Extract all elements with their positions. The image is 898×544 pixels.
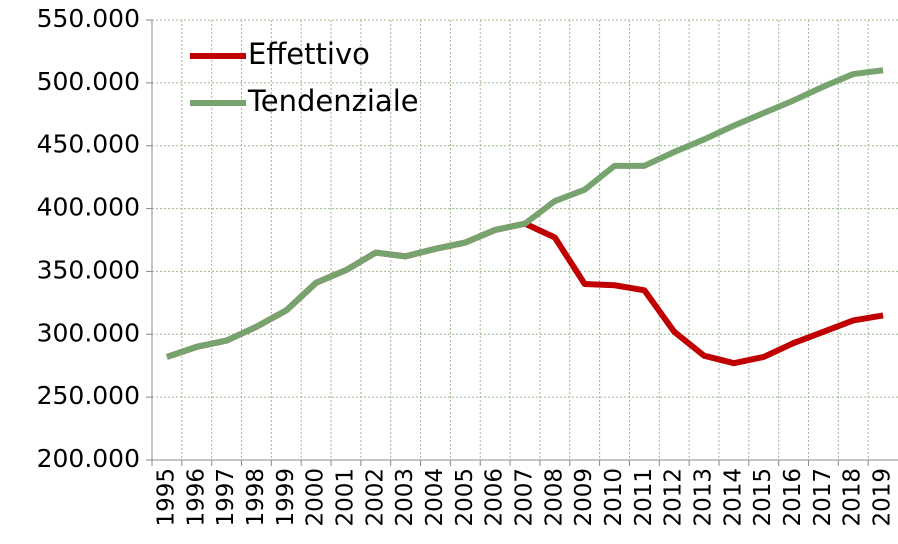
x-tick-label: 1995	[153, 468, 179, 527]
x-tick-label: 2000	[303, 468, 329, 527]
x-tick-label: 2006	[482, 468, 508, 527]
x-tick-label: 1999	[273, 468, 299, 527]
x-tick-label: 1997	[213, 468, 239, 527]
x-tick-label: 2010	[601, 468, 627, 527]
x-tick-label: 2001	[332, 468, 358, 527]
y-tick-label: 500.000	[37, 67, 140, 96]
x-tick-label: 2009	[571, 468, 597, 527]
x-tick-label: 2011	[631, 468, 657, 527]
series-line	[165, 67, 884, 360]
x-tick-label: 2014	[720, 468, 746, 527]
x-tick-label: 2019	[870, 468, 896, 527]
x-tick-label: 2016	[780, 468, 806, 527]
x-tick-label: 2008	[541, 468, 567, 527]
y-tick-label: 550.000	[37, 4, 140, 33]
x-tick-label: 2013	[691, 468, 717, 527]
x-tick-label: 2012	[661, 468, 687, 527]
y-tick-label: 450.000	[37, 130, 140, 159]
x-tick-label: 1998	[243, 468, 269, 527]
x-tick-label: 1996	[183, 468, 209, 527]
y-tick-label: 200.000	[37, 444, 140, 473]
x-tick-label: 2017	[810, 468, 836, 527]
x-tick-label: 2003	[392, 468, 418, 527]
x-tick-label: 2005	[452, 468, 478, 527]
x-tick-label: 2007	[512, 468, 538, 527]
y-tick-label: 250.000	[37, 381, 140, 410]
y-tick-label: 300.000	[37, 318, 140, 347]
x-tick-label: 2002	[362, 468, 388, 527]
legend-label: Tendenziale	[247, 84, 419, 118]
y-tick-label: 400.000	[37, 193, 140, 222]
y-tick-label: 350.000	[37, 255, 140, 284]
series-line	[165, 220, 884, 367]
x-tick-label: 2015	[750, 468, 776, 527]
x-tick-label: 2018	[840, 468, 866, 527]
legend-label: Effettivo	[248, 37, 370, 71]
x-tick-label: 2004	[422, 468, 448, 527]
